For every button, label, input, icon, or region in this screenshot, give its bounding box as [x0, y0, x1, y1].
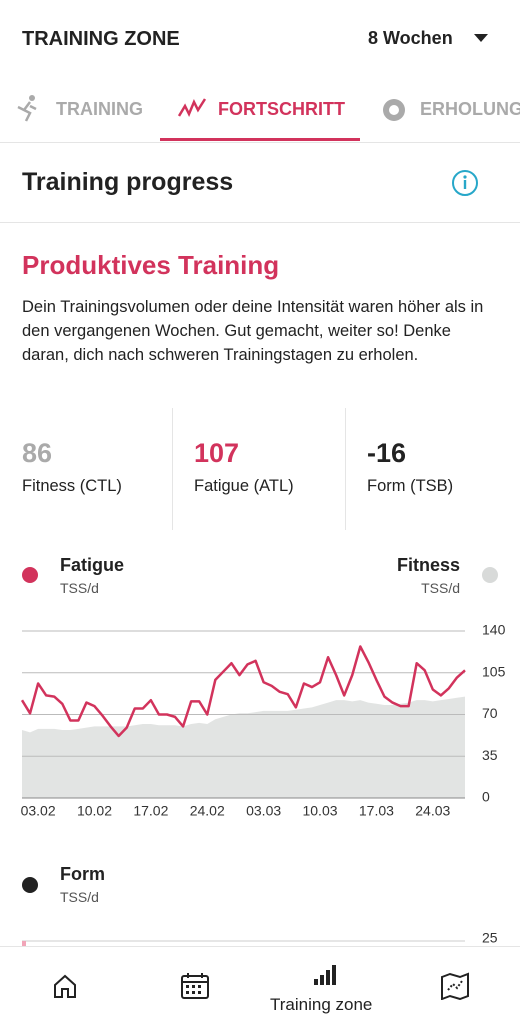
legend-name: Fitness	[396, 555, 460, 575]
x-tick-label: 03.02	[21, 803, 56, 819]
y-tick-label: 105	[482, 663, 506, 679]
recovery-icon	[383, 99, 405, 121]
nav-label[interactable]: Training zone	[270, 995, 373, 1014]
area	[22, 696, 465, 798]
tab[interactable]: ERHOLUNG	[420, 99, 520, 119]
info-icon[interactable]	[451, 169, 479, 197]
tab[interactable]: FORTSCHRITT	[218, 99, 345, 119]
app-title: TRAINING ZONE	[22, 28, 180, 50]
y-tick-label: 25	[482, 930, 498, 946]
x-tick-label: 10.03	[302, 803, 337, 819]
dropdown-icon[interactable]	[474, 34, 488, 44]
map-icon[interactable]	[440, 972, 470, 1000]
period-select[interactable]: 8 Wochen	[368, 28, 453, 48]
legend-unit: TSS/d	[60, 889, 99, 905]
x-tick-label: 17.02	[133, 803, 168, 819]
form-chart: 25	[22, 930, 498, 947]
x-tick-label: 24.03	[415, 803, 450, 819]
y-tick-label: 0	[482, 789, 490, 805]
progress-icon	[178, 98, 207, 118]
stat-value: 107	[194, 438, 240, 468]
stat-label: Fatigue (ATL)	[194, 477, 294, 495]
legend-name: Form	[60, 864, 105, 884]
legend-name: Fatigue	[60, 555, 125, 575]
legend-unit: TSS/d	[421, 580, 460, 596]
divider	[172, 408, 173, 530]
stat-label: Fitness (CTL)	[22, 477, 122, 495]
tab[interactable]: TRAINING	[56, 99, 143, 119]
x-tick-label: 03.03	[246, 803, 281, 819]
bottom-nav: Training zone	[0, 946, 520, 1025]
x-tick-label: 24.02	[190, 803, 225, 819]
chart: 0 35 70 105 140 03.02 10.02 17.02 24.02 03.03 10.0…	[20, 622, 506, 819]
legend-dot	[22, 877, 38, 893]
calendar-icon[interactable]	[180, 972, 210, 1000]
tab-bar: TRAINING FORTSCHRITT ERHOLUNG	[0, 70, 520, 143]
status-text: Dein Trainingsvolumen oder deine Intensi…	[22, 298, 484, 364]
legend-dot	[22, 567, 38, 583]
x-tick-label: 10.02	[77, 803, 112, 819]
line	[20, 645, 466, 738]
bar	[22, 941, 26, 947]
legend-dot	[482, 567, 498, 583]
zone-icon[interactable]	[312, 963, 338, 987]
y-tick-label: 70	[482, 705, 498, 721]
y-tick-label: 35	[482, 747, 498, 763]
section-title: Training progress	[22, 168, 234, 196]
stat-value: -16	[367, 438, 407, 468]
divider	[0, 222, 520, 223]
home-icon[interactable]	[52, 973, 78, 999]
x-tick-label: 17.03	[359, 803, 394, 819]
status-title: Produktives Training	[22, 250, 280, 280]
y-tick-label: 140	[482, 622, 506, 638]
tab-indicator	[160, 138, 360, 141]
run-icon	[17, 95, 37, 122]
legend-unit: TSS/d	[60, 580, 99, 596]
divider	[345, 408, 346, 530]
stat-label: Form (TSB)	[367, 477, 454, 495]
stat-value: 86	[22, 438, 53, 468]
